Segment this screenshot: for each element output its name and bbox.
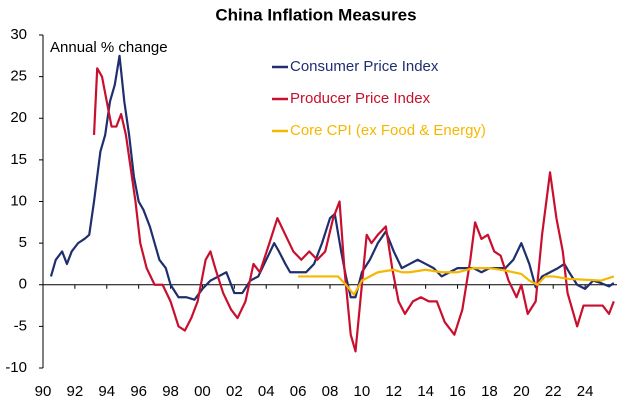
x-tick-label: 00 <box>194 383 211 400</box>
x-tick-label: 24 <box>577 383 594 400</box>
x-tick-label: 92 <box>67 383 84 400</box>
x-tick-label: 02 <box>226 383 243 400</box>
x-tick-label: 18 <box>481 383 498 400</box>
legend-label: Core CPI (ex Food & Energy) <box>290 122 486 139</box>
x-tick-label: 20 <box>513 383 530 400</box>
chart-title: China Inflation Measures <box>215 5 416 24</box>
series-line <box>298 267 615 296</box>
x-tick-label: 22 <box>545 383 562 400</box>
y-tick-label: 5 <box>19 234 27 251</box>
y-tick-label: 25 <box>10 68 27 85</box>
y-tick-label: 15 <box>10 151 27 168</box>
x-tick-label: 04 <box>258 383 275 400</box>
y-tick-label: -5 <box>14 317 27 334</box>
y-axis-label: Annual % change <box>50 39 168 56</box>
x-tick-label: 06 <box>290 383 307 400</box>
x-tick-label: 10 <box>354 383 371 400</box>
y-tick-label: 0 <box>19 276 27 293</box>
y-tick-label: 20 <box>10 109 27 126</box>
x-tick-label: 98 <box>162 383 179 400</box>
x-tick-label: 08 <box>322 383 339 400</box>
x-tick-label: 90 <box>35 383 52 400</box>
legend-label: Consumer Price Index <box>290 58 439 75</box>
y-tick-label: 30 <box>10 26 27 43</box>
series-line <box>92 67 615 353</box>
x-tick-label: 16 <box>449 383 466 400</box>
x-tick-label: 14 <box>417 383 434 400</box>
legend-label: Producer Price Index <box>290 90 431 107</box>
x-tick-label: 96 <box>130 383 147 400</box>
x-tick-label: 12 <box>385 383 402 400</box>
x-tick-label: 94 <box>98 383 115 400</box>
y-tick-label: 10 <box>10 192 27 209</box>
y-tick-label: -10 <box>5 359 27 376</box>
series-line <box>49 54 615 301</box>
